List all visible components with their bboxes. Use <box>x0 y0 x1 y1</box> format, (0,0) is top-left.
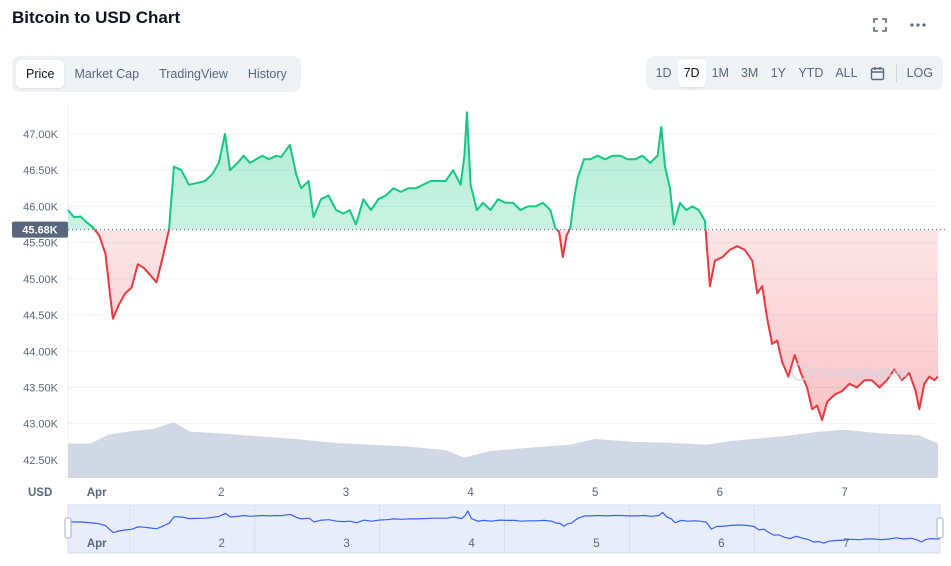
volume-area <box>68 422 938 478</box>
navigator-tick-label: 4 <box>468 538 475 550</box>
reference-line-layer: 45.68K <box>12 221 948 238</box>
y-tick-label: 46.50K <box>23 165 59 177</box>
navigator-tick-label: Apr <box>87 538 107 550</box>
unit-label: USD <box>28 487 52 499</box>
time-range-selector: 1D 7D 1M 3M 1Y YTD ALL LOG <box>645 56 943 90</box>
chart-grid <box>67 105 938 478</box>
range-all-button[interactable]: ALL <box>835 66 858 80</box>
range-1y-button[interactable]: 1Y <box>770 66 786 80</box>
range-1m-button[interactable]: 1M <box>711 66 729 80</box>
x-tick-label: 2 <box>218 487 224 499</box>
y-tick-label: 47.00K <box>23 129 59 141</box>
x-tick-label: 7 <box>841 487 847 499</box>
range-ytd-button[interactable]: YTD <box>798 66 824 80</box>
y-tick-label: 43.00K <box>23 419 59 431</box>
navigator-handle-left[interactable] <box>64 517 72 539</box>
calendar-icon[interactable] <box>864 59 892 87</box>
navigator-tick-label: 2 <box>218 538 224 550</box>
price-area-up <box>68 112 706 230</box>
watermark-logo: CoinMarketCap <box>791 363 907 381</box>
more-icon[interactable] <box>907 15 929 35</box>
page-title: Bitcoin to USD Chart <box>12 8 181 27</box>
y-tick-label: 44.50K <box>23 310 59 322</box>
y-axis: 42.50K 43.00K 43.50K 44.00K 44.50K 45.00K 45.5… <box>23 129 59 467</box>
reference-label: 45.68K <box>22 225 58 237</box>
y-tick-label: 45.50K <box>23 238 59 250</box>
x-tick-label: 3 <box>343 487 349 499</box>
log-scale-button[interactable]: LOG <box>906 66 933 80</box>
tab-price[interactable]: Price <box>16 60 65 88</box>
navigator-line <box>67 509 941 544</box>
watermark-text: CoinMarketCap <box>812 365 907 380</box>
y-tick-label: 45.00K <box>23 274 59 286</box>
fullscreen-icon[interactable] <box>869 15 891 35</box>
price-area-down <box>68 229 938 421</box>
reference-badge <box>12 221 68 238</box>
range-3m-button[interactable]: 3M <box>740 66 759 80</box>
range-7d-button[interactable]: 7D <box>677 59 706 87</box>
tab-history[interactable]: History <box>247 67 287 81</box>
x-tick-label: Apr <box>87 487 107 499</box>
navigator-tick-label: 6 <box>718 538 724 550</box>
tab-tradingview[interactable]: TradingView <box>159 67 228 81</box>
tab-market-cap[interactable]: Market Cap <box>74 67 140 81</box>
price-line-up <box>67 111 707 230</box>
watermark-icon <box>791 363 809 381</box>
x-axis: USD Apr 2 3 4 5 6 7 <box>28 487 848 499</box>
y-tick-label: 42.50K <box>23 455 59 467</box>
chart-type-tabs: Price Market Cap TradingView History <box>12 56 301 92</box>
y-tick-label: 46.00K <box>23 201 59 213</box>
price-line-layer <box>67 111 939 422</box>
x-tick-label: 5 <box>592 487 598 499</box>
navigator-tick-label: 3 <box>343 538 349 550</box>
y-tick-label: 43.50K <box>23 382 59 394</box>
y-tick-label: 44.00K <box>23 346 59 358</box>
range-divider <box>895 64 897 82</box>
x-tick-label: 6 <box>717 487 723 499</box>
x-tick-label: 4 <box>467 487 474 499</box>
navigator-handle-right[interactable] <box>936 517 944 539</box>
navigator-window <box>67 504 941 554</box>
range-navigator: Apr 2 3 4 5 6 7 <box>64 504 944 554</box>
navigator-tick-label: 7 <box>843 538 849 550</box>
navigator-tick-label: 5 <box>593 538 599 550</box>
range-1d-button[interactable]: 1D <box>655 66 672 80</box>
price-line-down <box>93 229 939 422</box>
price-area-fill <box>68 112 938 421</box>
volume-layer <box>68 422 938 478</box>
